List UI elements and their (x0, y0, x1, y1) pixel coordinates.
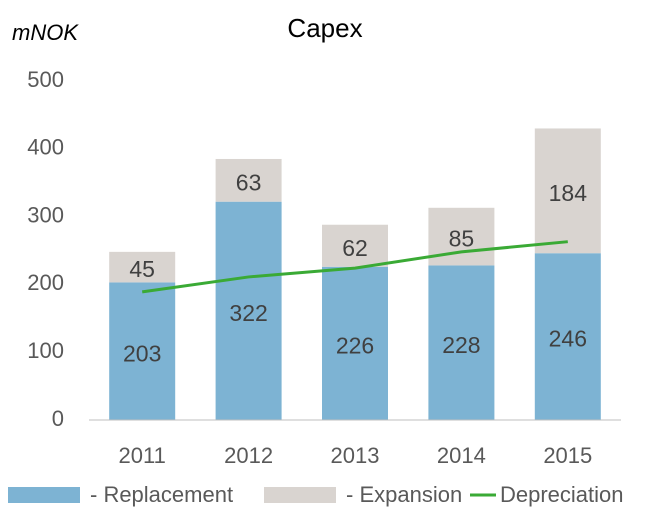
y-tick-label: 300 (27, 202, 64, 227)
legend-label: - Replacement (90, 482, 233, 507)
y-tick-label: 200 (27, 270, 64, 295)
data-label: 63 (236, 169, 262, 195)
data-label: 322 (229, 300, 267, 326)
data-label: 62 (342, 235, 368, 261)
data-label: 203 (123, 340, 161, 366)
data-label: 226 (336, 332, 374, 358)
bar-segment (215, 158, 282, 202)
y-tick-label: 400 (27, 135, 64, 160)
bar-segment (428, 265, 495, 420)
y-tick-label: 0 (52, 406, 64, 431)
data-label: 184 (549, 180, 588, 206)
bar-segment (322, 266, 388, 420)
data-label: 228 (442, 332, 480, 358)
line-series (141, 240, 568, 294)
legend-label: - Expansion (346, 482, 462, 507)
legend-swatch (8, 487, 80, 503)
bar-segment (534, 128, 601, 254)
y-axis-label: mNOK (12, 20, 79, 45)
data-label: 45 (129, 256, 155, 282)
chart-title: Capex (287, 13, 362, 43)
bar-segment (109, 251, 176, 283)
bar-segment (322, 224, 388, 267)
legend-label: Depreciation (500, 482, 624, 507)
x-tick-label: 2014 (437, 443, 486, 468)
x-tick-label: 2013 (331, 443, 380, 468)
bar-segment (109, 282, 176, 420)
x-tick-label: 2015 (543, 443, 592, 468)
x-tick-label: 2011 (119, 443, 166, 468)
y-tick-label: 100 (27, 338, 64, 363)
y-tick-label: 500 (27, 67, 64, 92)
bar-segment (215, 201, 282, 420)
bar-segment (534, 253, 601, 420)
data-label: 246 (549, 326, 587, 352)
data-label: 85 (449, 226, 475, 252)
x-tick-label: 2012 (224, 443, 273, 468)
legend-swatch (264, 487, 336, 503)
